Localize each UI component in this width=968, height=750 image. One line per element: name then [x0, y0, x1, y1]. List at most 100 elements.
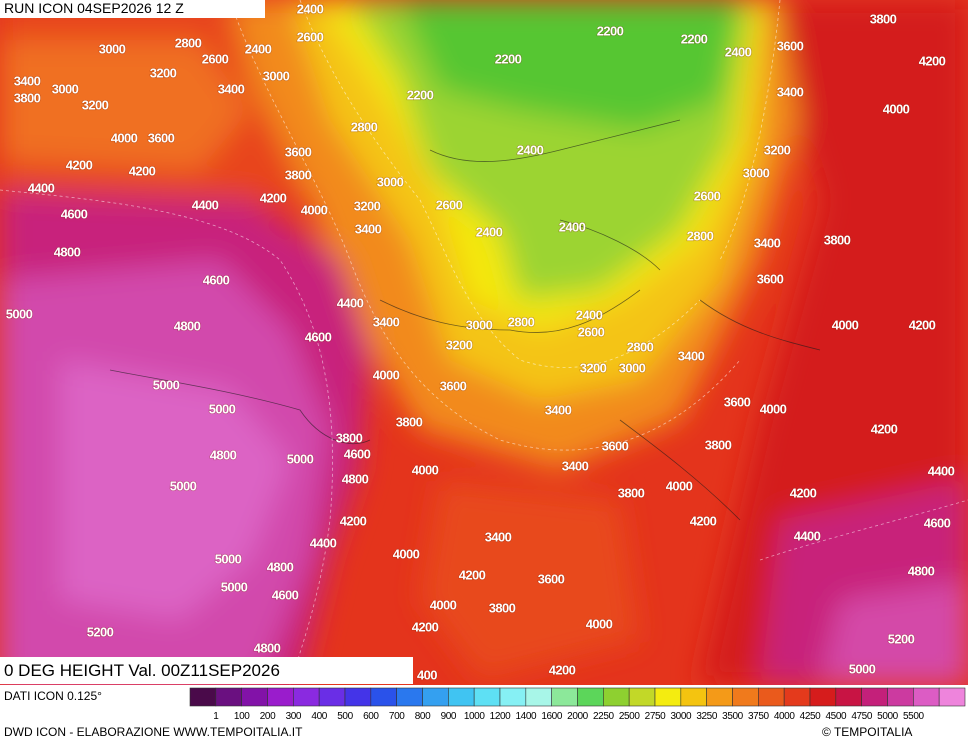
- colorbar-label: 3750: [748, 711, 769, 722]
- colorbar-label: 100: [234, 711, 250, 722]
- colorbar-label: 4250: [800, 711, 821, 722]
- contour-label: 2400: [476, 224, 503, 239]
- contour-label: 2400: [576, 307, 603, 322]
- contour-label: 4400: [310, 535, 337, 550]
- contour-label: 4200: [919, 53, 946, 68]
- contour-label: 4200: [260, 190, 287, 205]
- run-box: [0, 0, 265, 18]
- contour-label: 3400: [485, 529, 512, 544]
- contour-label: 3200: [580, 360, 607, 375]
- contour-label: 2400: [559, 219, 586, 234]
- contour-label: 4000: [373, 367, 400, 382]
- colorbar-swatch: [370, 687, 397, 707]
- colorbar-label: 200: [260, 711, 276, 722]
- contour-label: 2400: [725, 44, 752, 59]
- contour-label: 2400: [517, 142, 544, 157]
- contour-label: 2400: [297, 1, 324, 16]
- contour-label: 5000: [221, 579, 248, 594]
- contour-label: 4000: [111, 130, 138, 145]
- colorbar-swatch: [267, 687, 294, 707]
- colorbar-label: 700: [389, 711, 405, 722]
- contour-label: 2400: [245, 41, 272, 56]
- contour-label: 4200: [871, 421, 898, 436]
- colorbar-label: 400: [311, 711, 327, 722]
- contour-label: 2600: [202, 51, 229, 66]
- colorbar-swatch: [680, 687, 707, 707]
- contour-label: 4200: [790, 485, 817, 500]
- colorbar-swatch: [525, 687, 552, 707]
- colorbar-label: 4000: [774, 711, 795, 722]
- colorbar-label: 800: [415, 711, 431, 722]
- contour-label: 3600: [285, 144, 312, 159]
- contour-label: 3600: [440, 378, 467, 393]
- contour-label: 3400: [373, 314, 400, 329]
- contour-label: 2800: [351, 119, 378, 134]
- contour-label: 2200: [597, 23, 624, 38]
- contour-label: 3800: [285, 167, 312, 182]
- contour-label: 3400: [545, 402, 572, 417]
- contour-label: 4000: [393, 546, 420, 561]
- colorbar-label: 2250: [593, 711, 614, 722]
- contour-label: 4200: [412, 619, 439, 634]
- contour-label: 4600: [272, 587, 299, 602]
- colorbar-swatch: [551, 687, 578, 707]
- contour-label: 3200: [764, 142, 791, 157]
- contour-label: 3400: [218, 81, 245, 96]
- colorbar-swatch: [654, 687, 682, 707]
- contour-label: 3000: [99, 41, 126, 56]
- contour-label: 4800: [254, 640, 281, 655]
- contour-label: 3200: [446, 337, 473, 352]
- copyright-label: © TEMPOITALIA: [822, 725, 912, 739]
- contour-label: 4400: [28, 180, 55, 195]
- colorbar-swatch: [628, 687, 656, 707]
- colorbar-swatch: [603, 687, 630, 707]
- credit-label: DWD ICON - ELABORAZIONE WWW.TEMPOITALIA.…: [4, 725, 303, 739]
- colorbar-swatch: [422, 687, 449, 707]
- contour-label: 4000: [883, 101, 910, 116]
- contour-label: 3800: [870, 11, 897, 26]
- contour-label: 4600: [61, 206, 88, 221]
- colorbar-label: 5000: [877, 711, 898, 722]
- contour-label: 3600: [538, 571, 565, 586]
- contour-label: 4000: [760, 401, 787, 416]
- colorbar-swatch: [318, 687, 346, 707]
- contour-label: 5200: [87, 624, 114, 639]
- contour-label: 4200: [690, 513, 717, 528]
- borders: [109, 119, 821, 521]
- colorbar: 1 100 200 300 400 500 600 700 800 900 1000 1200 1400…: [189, 687, 966, 722]
- contour-label: 4400: [337, 295, 364, 310]
- contour-label: 3000: [466, 317, 493, 332]
- contour-label: 3000: [52, 81, 79, 96]
- contour-label: 3800: [336, 430, 363, 445]
- contour-label: 4800: [267, 559, 294, 574]
- contour-label: 2800: [175, 35, 202, 50]
- contour-label: 5000: [287, 451, 314, 466]
- contour-label: 3800: [396, 414, 423, 429]
- contour-label: 3400: [14, 73, 41, 88]
- colorbar-swatch: [293, 687, 320, 707]
- colorbar-swatch: [783, 687, 811, 707]
- contour-label: 400: [417, 667, 437, 682]
- colorbar-swatch: [706, 687, 733, 707]
- colorbar-label: 5500: [903, 711, 924, 722]
- colorbar-swatch: [835, 687, 862, 707]
- contour-label: 4800: [174, 318, 201, 333]
- contour-label: 4200: [549, 662, 576, 677]
- contour-label: 4800: [210, 447, 237, 462]
- contour-label: 2800: [508, 314, 535, 329]
- contour-label: 4600: [924, 515, 951, 530]
- colorbar-swatch: [499, 687, 527, 707]
- contour-label: 5000: [849, 661, 876, 676]
- colorbar-label: 2750: [645, 711, 666, 722]
- contour-label: 4600: [203, 272, 230, 287]
- colorbar-label: 1400: [516, 711, 537, 722]
- contour-label: 3600: [777, 38, 804, 53]
- contour-label: 3400: [678, 348, 705, 363]
- contour-label: 3800: [489, 600, 516, 615]
- colorbar-label: 2500: [619, 711, 640, 722]
- colorbar-label: 4500: [826, 711, 847, 722]
- colorbar-swatch: [577, 687, 604, 707]
- contour-label: 3600: [148, 130, 175, 145]
